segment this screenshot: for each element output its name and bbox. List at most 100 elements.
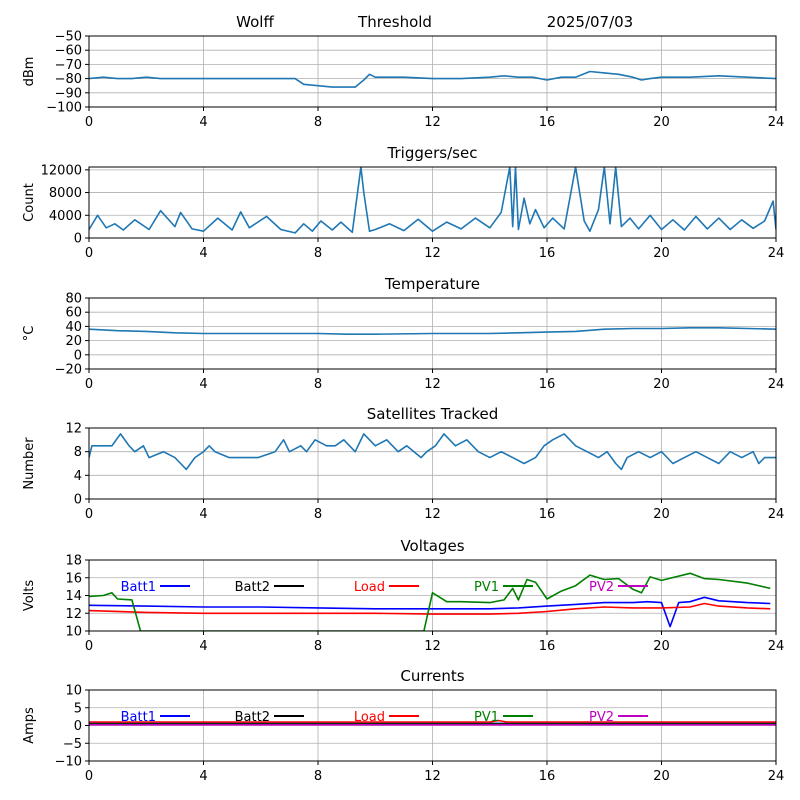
xtick-label: 0 — [85, 507, 93, 522]
ytick-label: 40 — [65, 320, 82, 335]
xtick-label: 24 — [768, 115, 785, 130]
legend-label-pv2: PV2 — [589, 710, 614, 725]
series-line-0 — [89, 433, 776, 471]
ytick-label: 4 — [74, 469, 82, 484]
xtick-label: 4 — [199, 377, 207, 392]
legend-label-load: Load — [354, 710, 385, 725]
xtick-label: 8 — [314, 377, 322, 392]
xtick-label: 4 — [199, 639, 207, 654]
series-line-0 — [89, 70, 776, 88]
ytick-label: −5 — [63, 737, 82, 752]
ytick-label: 10 — [65, 625, 82, 640]
xtick-label: 24 — [768, 246, 785, 261]
panel-currents: 0 4 8 12 16 20 24 −10 −5 0 5 10 Currents Amps Batt1 Bat… — [22, 667, 784, 784]
xtick-label: 24 — [768, 507, 785, 522]
ylabel: Volts — [22, 580, 37, 612]
xtick-label: 4 — [199, 115, 207, 130]
xtick-label: 4 — [199, 246, 207, 261]
legend-label-batt2: Batt2 — [235, 580, 270, 595]
ytick-label: 5 — [74, 701, 82, 716]
ytick-label: −10 — [55, 755, 82, 770]
header-date: 2025/07/03 — [547, 13, 633, 31]
ytick-label: −50 — [55, 30, 82, 45]
ylabel: Amps — [22, 707, 37, 744]
xtick-label: 20 — [653, 769, 670, 784]
panel-title: Currents — [400, 667, 464, 685]
ytick-label: 4000 — [49, 209, 82, 224]
xtick-label: 4 — [199, 769, 207, 784]
ytick-label: 8000 — [49, 186, 82, 201]
legend-label-batt2: Batt2 — [235, 710, 270, 725]
panel-threshold: 0 4 8 12 16 20 24 −100−90−80−70−60−50 dBm — [22, 30, 784, 131]
xtick-label: 8 — [314, 769, 322, 784]
header-label: Threshold — [357, 13, 432, 31]
panel-satellites: 0 4 8 12 16 20 24 0 4 8 12 Satellites Tracked Number — [22, 405, 784, 522]
xtick-label: 8 — [314, 115, 322, 130]
xtick-label: 8 — [314, 246, 322, 261]
ytick-label: −90 — [55, 86, 82, 101]
xtick-label: 8 — [314, 507, 322, 522]
xtick-label: 0 — [85, 246, 93, 261]
xtick-label: 20 — [653, 115, 670, 130]
series-line-load — [89, 719, 776, 723]
ytick-label: 0 — [74, 232, 82, 247]
legend-label-pv1: PV1 — [474, 710, 499, 725]
ytick-label: −100 — [46, 101, 82, 116]
xtick-label: 12 — [424, 115, 441, 130]
series-line-load — [89, 602, 771, 615]
ylabel: °C — [22, 326, 37, 342]
xtick-label: 0 — [85, 769, 93, 784]
series-line-pv1 — [89, 572, 771, 631]
legend-label-pv1: PV1 — [474, 580, 499, 595]
ytick-label: 80 — [65, 292, 82, 307]
xtick-label: 16 — [539, 246, 556, 261]
ytick-label: 12 — [65, 422, 82, 437]
panel-title: Satellites Tracked — [367, 405, 498, 423]
series-line-0 — [89, 167, 776, 234]
ylabel: Count — [22, 183, 37, 222]
xtick-label: 16 — [539, 769, 556, 784]
xtick-label: 20 — [653, 246, 670, 261]
panel-title: Triggers/sec — [387, 144, 478, 162]
xtick-label: 12 — [424, 377, 441, 392]
ytick-label: −60 — [55, 44, 82, 59]
legend-label-pv2: PV2 — [589, 580, 614, 595]
ytick-label: 10 — [65, 684, 82, 699]
panel-title: Voltages — [400, 537, 464, 555]
xtick-label: 4 — [199, 507, 207, 522]
panel-triggers: 0 4 8 12 16 20 24 0 4000 8000 12000 Triggers/sec Cou… — [22, 144, 784, 261]
xtick-label: 24 — [768, 377, 785, 392]
xtick-label: 16 — [539, 115, 556, 130]
xtick-label: 8 — [314, 639, 322, 654]
ytick-label: 18 — [65, 554, 82, 569]
ylabel: Number — [22, 437, 37, 490]
ytick-label: −80 — [55, 72, 82, 87]
legend-label-batt1: Batt1 — [121, 710, 156, 725]
xtick-label: 0 — [85, 115, 93, 130]
ytick-label: 0 — [74, 493, 82, 508]
xtick-label: 20 — [653, 507, 670, 522]
series-line-batt1 — [89, 596, 771, 628]
xtick-label: 24 — [768, 639, 785, 654]
xtick-label: 0 — [85, 639, 93, 654]
xtick-label: 12 — [424, 507, 441, 522]
ytick-label: 16 — [65, 571, 82, 586]
xtick-label: 16 — [539, 507, 556, 522]
panel-title: Temperature — [384, 275, 480, 293]
xtick-label: 24 — [768, 769, 785, 784]
ytick-label: 8 — [74, 445, 82, 460]
panel-voltages: 0 4 8 12 16 20 24 10 12 14 16 18 Voltages Volts Batt1 B… — [22, 537, 784, 654]
ytick-label: 14 — [65, 589, 82, 604]
legend-label-batt1: Batt1 — [121, 580, 156, 595]
series-line-0 — [89, 326, 776, 336]
ytick-label: 0 — [74, 719, 82, 734]
ytick-label: 60 — [65, 306, 82, 321]
ytick-label: 20 — [65, 334, 82, 349]
ylabel: dBm — [22, 57, 37, 87]
ytick-label: 0 — [74, 348, 82, 363]
xtick-label: 20 — [653, 377, 670, 392]
xtick-label: 16 — [539, 639, 556, 654]
xtick-label: 12 — [424, 246, 441, 261]
